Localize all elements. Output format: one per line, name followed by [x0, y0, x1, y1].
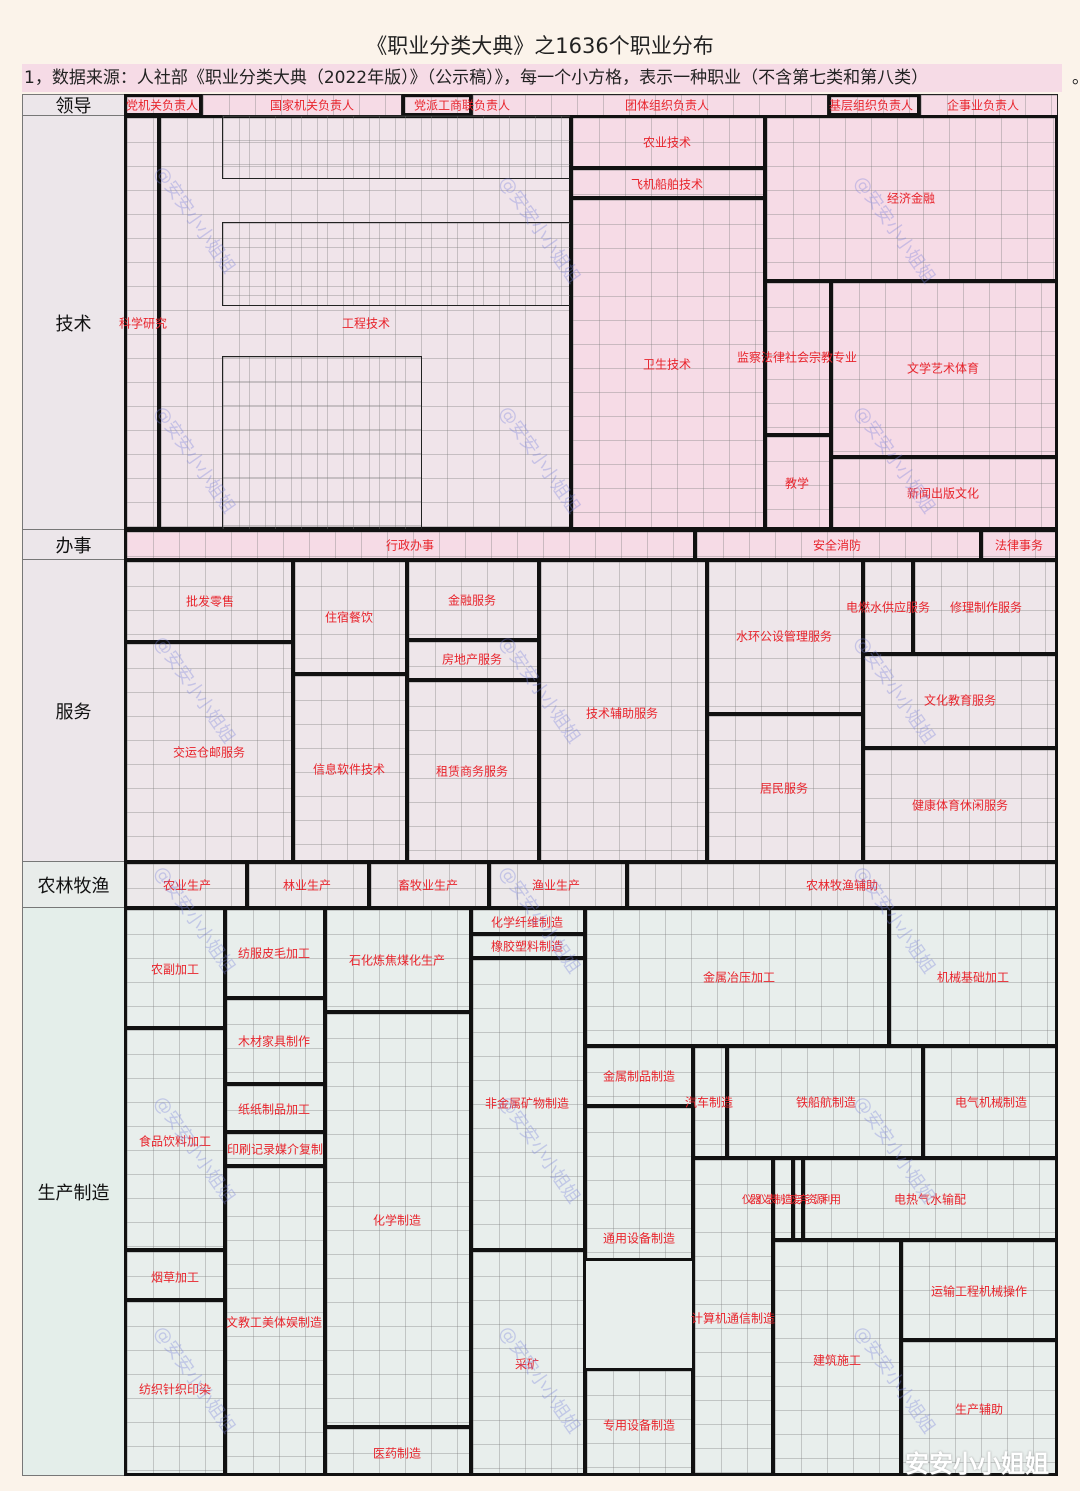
row-label-tech: 技术 [22, 116, 125, 530]
cell-pharma [324, 1426, 472, 1476]
cell-transport [124, 641, 294, 863]
cell-aircraft [570, 167, 766, 199]
cell-lead-3 [472, 94, 828, 116]
cell-eng-sub2 [222, 222, 572, 306]
cell-engineering [158, 115, 572, 530]
cell-law [764, 280, 832, 436]
cell-tech-aux [538, 559, 708, 863]
cell-culture-edu [862, 653, 1058, 749]
cell-auto [692, 1045, 728, 1159]
cell-wood [224, 997, 326, 1085]
cell-water-env [706, 559, 864, 715]
row-label-agri: 农林牧渔 [22, 862, 125, 908]
cell-construction [772, 1239, 902, 1476]
cell-instrument [772, 1157, 794, 1241]
row-label-lead: 领导 [22, 94, 125, 117]
cell-legal [980, 529, 1058, 561]
cell-general-equip [584, 1105, 694, 1261]
cell-retail [124, 559, 294, 643]
cell-admin [124, 529, 696, 561]
cell-health [570, 197, 766, 530]
cell-livestock [368, 861, 490, 909]
subtitle-text: 1，数据来源：人社部《职业分类大典（2022年版）》（公示稿）》，每一个小方格，… [24, 68, 929, 88]
cell-arts [830, 280, 1058, 458]
cell-printing [224, 1131, 326, 1167]
row-label-prod: 生产制造 [22, 908, 125, 1476]
cell-resident [706, 713, 864, 863]
cell-textile [124, 1299, 226, 1476]
cell-eng-sub1 [222, 115, 572, 179]
author-signature: 安安小小姐姐 [905, 1450, 1049, 1478]
row-label-office: 办事 [22, 530, 125, 560]
cell-chemical [324, 1011, 472, 1428]
cell-science [124, 115, 160, 530]
cell-stationery [224, 1165, 326, 1476]
cell-press [830, 456, 1058, 530]
cell-transport-ops [900, 1239, 1058, 1341]
cell-lead-4 [828, 94, 920, 116]
cell-agri-process [124, 907, 226, 1029]
cell-agri-aux [626, 861, 1058, 909]
cell-prod-aux [900, 1339, 1058, 1476]
cell-agri-tech [570, 115, 766, 169]
cell-lead-0 [124, 94, 202, 116]
cell-metal-products [584, 1045, 694, 1107]
subtitle-period: 。 [1072, 64, 1080, 92]
cell-health-leisure [862, 747, 1058, 863]
cell-garment [224, 907, 326, 999]
cell-special-equip [584, 1368, 694, 1476]
cell-repair [912, 559, 1058, 655]
cell-computer [692, 1157, 774, 1476]
cell-nonmetal [470, 957, 586, 1251]
cell-machinery [888, 907, 1058, 1047]
cell-mining [470, 1249, 586, 1476]
cell-forestry [246, 861, 370, 909]
cell-lead-2 [402, 94, 472, 116]
cell-hotel [292, 559, 408, 675]
chart-title: 《职业分类大典》之1636个职业分布 [366, 34, 714, 58]
chart-subtitle: 1，数据来源：人社部《职业分类大典（2022年版）》（公示稿）》，每一个小方格，… [22, 64, 1080, 92]
cell-software [292, 673, 408, 863]
cell-leasing [406, 679, 540, 863]
cell-fin-service [406, 559, 540, 641]
row-label-service: 服务 [22, 560, 125, 862]
cell-safety [694, 529, 982, 561]
cell-teaching [764, 434, 832, 530]
cell-tobacco [124, 1249, 226, 1301]
cell-metal-smelt [584, 907, 890, 1047]
cell-electrical [922, 1045, 1058, 1159]
cell-paper [224, 1083, 326, 1133]
cell-lead-5 [920, 94, 1058, 116]
cell-eng-sub3 [222, 356, 422, 530]
cell-lead-1 [202, 94, 402, 116]
cell-petro [324, 907, 472, 1013]
